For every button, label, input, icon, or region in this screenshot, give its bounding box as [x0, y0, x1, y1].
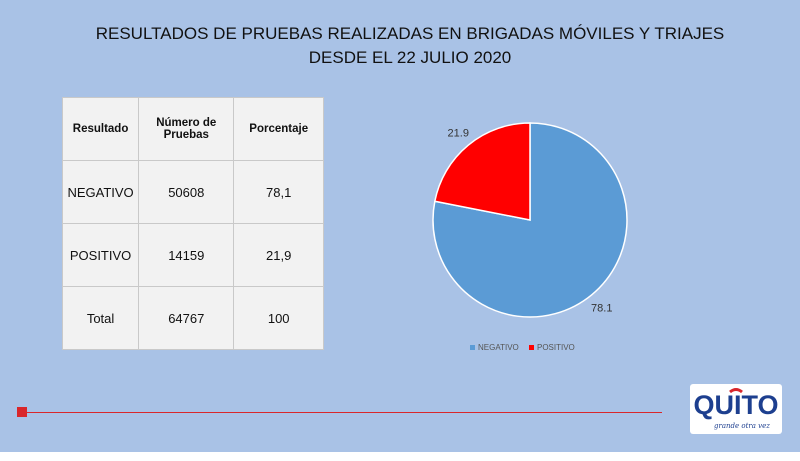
logo-wordmark: QUITO: [693, 390, 778, 420]
legend-item-negativo: NEGATIVO: [470, 343, 519, 352]
table-row: Total 64767 100: [61, 286, 324, 350]
legend-label-positivo: POSITIVO: [536, 343, 575, 352]
legend-swatch-positivo: [528, 345, 534, 350]
logo-tagline: grande otra vez: [714, 422, 770, 430]
results-table: Resultado Número de Pruebas Porcentaje N…: [61, 97, 324, 350]
red-divider-line: [22, 412, 662, 413]
table-row: NEGATIVO 50608 78,1: [61, 160, 324, 224]
pie-slice-positivo: [433, 122, 531, 221]
title-line-1: RESULTADOS DE PRUEBAS REALIZADAS EN BRIG…: [95, 24, 725, 43]
cell-numero: 14159: [138, 223, 235, 287]
data-label-negativo: 78.1: [591, 302, 612, 314]
cell-numero: 50608: [138, 160, 235, 224]
cell-resultado: Total: [61, 286, 140, 350]
data-label-positivo: 21.9: [448, 128, 469, 140]
cell-porcentaje: 21,9: [233, 223, 324, 287]
legend-swatch-negativo: [470, 345, 475, 350]
chart-legend: NEGATIVO POSITIVO: [470, 343, 583, 352]
logo-accent-icon: [729, 388, 743, 394]
slide-title: RESULTADOS DE PRUEBAS REALIZADAS EN BRIG…: [60, 22, 760, 70]
cell-resultado: NEGATIVO: [61, 160, 140, 224]
title-line-2: DESDE EL 22 JULIO 2020: [308, 48, 512, 67]
cell-porcentaje: 100: [233, 286, 324, 350]
cell-numero: 64767: [138, 286, 235, 350]
legend-item-positivo: POSITIVO: [528, 343, 575, 352]
header-numero-pruebas: Número de Pruebas: [138, 97, 235, 161]
table-row: POSITIVO 14159 21,9: [61, 223, 324, 287]
pie-chart: 78.1 21.9: [432, 122, 628, 318]
cell-porcentaje: 78,1: [233, 160, 324, 224]
table-header-row: Resultado Número de Pruebas Porcentaje: [61, 97, 324, 161]
header-porcentaje: Porcentaje: [233, 97, 324, 161]
legend-label-negativo: NEGATIVO: [478, 343, 519, 352]
cell-resultado: POSITIVO: [61, 223, 140, 287]
header-resultado: Resultado: [61, 97, 140, 161]
quito-logo: QUITO grande otra vez: [690, 384, 782, 434]
